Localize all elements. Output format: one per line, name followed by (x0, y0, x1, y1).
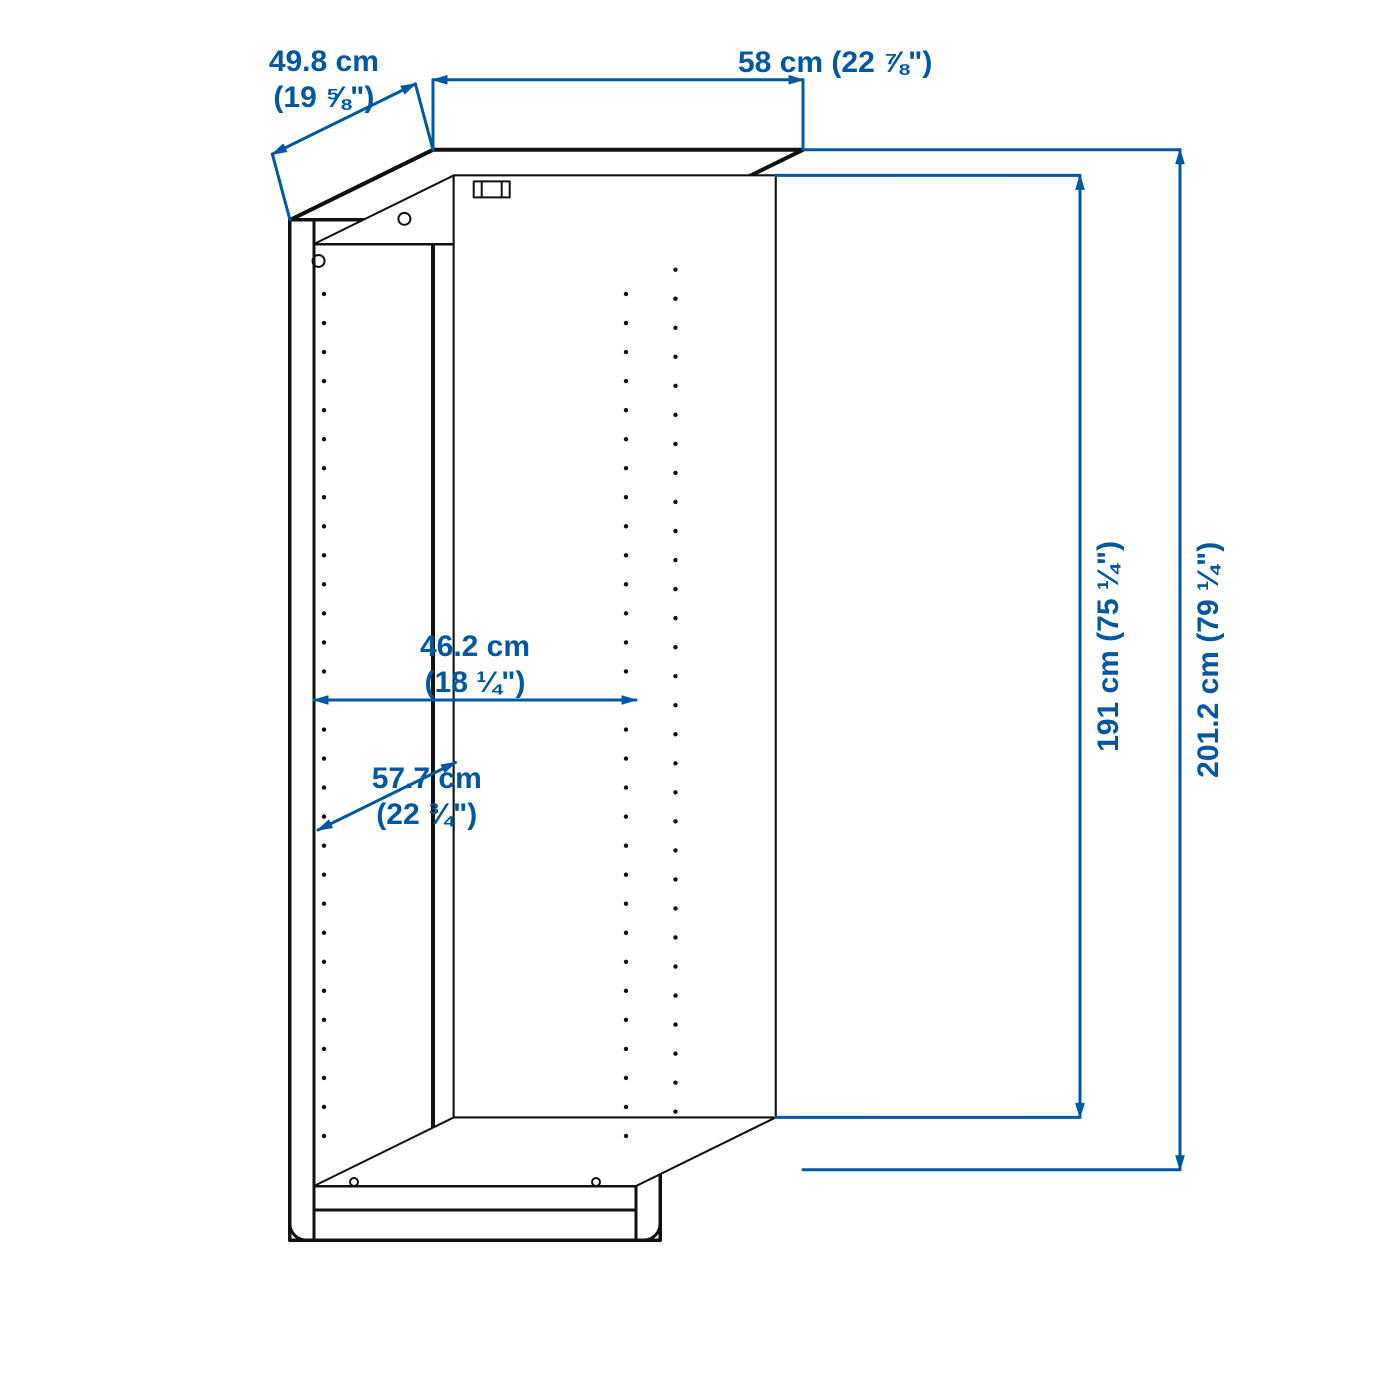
dim-depth-metric: 49.8 cm (269, 45, 379, 78)
dim-inner-width-metric: 46.2 cm (420, 630, 530, 663)
dim-inner-depth-imperial: (22 ¾") (376, 798, 477, 831)
dim-inner-height: 191 cm (75 ¼") (1092, 541, 1125, 752)
dimension-diagram: 49.8 cm(19 ⅝") 58 cm (22 ⅞") 201.2 cm (79 … (0, 0, 1400, 1400)
dim-outer-height: 201.2 cm (79 ¼") (1192, 542, 1225, 778)
dim-width-metric: 58 cm (22 ⅞") (738, 46, 932, 79)
cabinet (290, 150, 803, 1240)
dim-depth-imperial: (19 ⅝") (273, 81, 374, 114)
dim-inner-width-imperial: (18 ¼") (425, 666, 526, 699)
dim-inner-depth-metric: 57.7 cm (372, 762, 482, 795)
